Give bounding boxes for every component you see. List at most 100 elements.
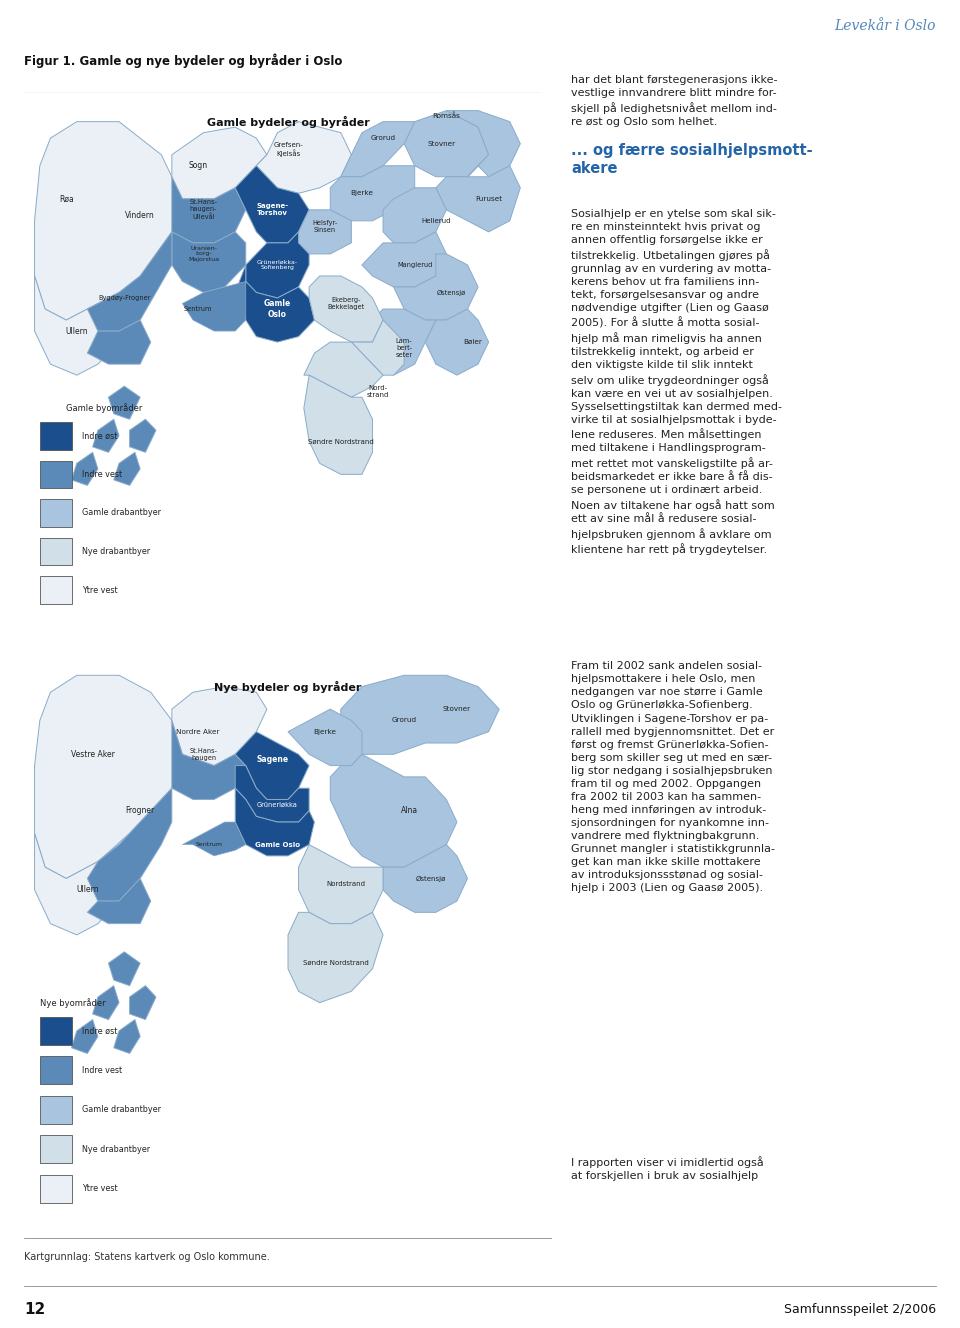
Polygon shape [35, 122, 182, 320]
Text: Kartgrunnlag: Statens kartverk og Oslo kommune.: Kartgrunnlag: Statens kartverk og Oslo k… [24, 1252, 270, 1262]
Text: Nord-
strand: Nord- strand [367, 385, 389, 398]
Text: Figur 1. Gamle og nye bydeler og byråder i Oslo: Figur 1. Gamle og nye bydeler og byråder… [24, 54, 343, 69]
Polygon shape [87, 788, 172, 900]
Text: Nye byområder: Nye byområder [40, 997, 106, 1008]
Text: Bygdøy-Frogner: Bygdøy-Frogner [98, 295, 151, 301]
Polygon shape [172, 177, 246, 243]
Text: Hellerud: Hellerud [421, 218, 450, 224]
Polygon shape [35, 276, 130, 374]
Polygon shape [108, 952, 140, 985]
Text: Vestre Aker: Vestre Aker [71, 750, 114, 758]
Text: Uranien-
borg-
Majorstua: Uranien- borg- Majorstua [188, 246, 219, 262]
Text: Gamle
Oslo: Gamle Oslo [264, 299, 291, 319]
Polygon shape [288, 709, 362, 765]
Text: ... og færre sosialhjelpsmott-
akere: ... og færre sosialhjelpsmott- akere [571, 143, 813, 175]
Polygon shape [436, 166, 520, 232]
Polygon shape [330, 166, 415, 220]
Polygon shape [299, 210, 351, 254]
Polygon shape [341, 675, 499, 754]
Polygon shape [130, 985, 156, 1020]
Text: Gamle byområder: Gamle byområder [66, 404, 143, 413]
Polygon shape [87, 232, 172, 331]
Text: Samfunnsspeilet 2/2006: Samfunnsspeilet 2/2006 [784, 1303, 936, 1316]
Text: Lam-
bert-
seter: Lam- bert- seter [396, 337, 413, 357]
Text: Grünerløkka: Grünerløkka [257, 802, 298, 809]
Text: Frogner: Frogner [126, 806, 155, 815]
Polygon shape [383, 187, 446, 243]
Text: Nordstrand: Nordstrand [326, 880, 366, 887]
Polygon shape [303, 343, 383, 397]
Polygon shape [130, 420, 156, 453]
Text: Levekår i Oslo: Levekår i Oslo [834, 19, 936, 33]
Text: Vindern: Vindern [126, 211, 155, 220]
Text: Gamle Oslo: Gamle Oslo [255, 842, 300, 847]
Text: St.Hans-
haugen-
Ullevål: St.Hans- haugen- Ullevål [189, 199, 218, 220]
Text: Bjerke: Bjerke [314, 729, 336, 734]
Polygon shape [330, 754, 457, 867]
Text: Indre vest: Indre vest [83, 1066, 122, 1074]
Polygon shape [341, 122, 415, 177]
Polygon shape [172, 127, 267, 199]
Text: har det blant førstegenerasjons ikke-
vestlige innvandrere blitt mindre for-
skj: har det blant førstegenerasjons ikke- ve… [571, 74, 778, 126]
Text: Indre vest: Indre vest [83, 470, 122, 479]
Bar [40, 461, 72, 489]
Polygon shape [351, 320, 404, 374]
Text: Romsås: Romsås [432, 113, 461, 120]
Polygon shape [72, 453, 98, 485]
Bar [40, 499, 72, 527]
Bar [40, 1175, 72, 1203]
Text: Indre øst: Indre øst [83, 432, 117, 441]
Bar [40, 576, 72, 604]
Polygon shape [93, 420, 119, 453]
Text: Manglerud: Manglerud [397, 262, 432, 268]
Polygon shape [87, 879, 151, 924]
Text: Ullern: Ullern [76, 886, 99, 894]
Text: Østensjø: Østensjø [437, 290, 467, 296]
Polygon shape [446, 110, 520, 177]
Text: Fram til 2002 sank andelen sosial-
hjelpsmottakere i hele Oslo, men
nedgangen va: Fram til 2002 sank andelen sosial- hjelp… [571, 661, 775, 892]
Text: Gamle bydeler og byråder: Gamle bydeler og byråder [206, 116, 370, 129]
Bar [40, 1056, 72, 1085]
Polygon shape [299, 845, 383, 924]
Text: Stovner: Stovner [443, 706, 471, 712]
Polygon shape [246, 232, 309, 297]
Polygon shape [235, 166, 309, 243]
Polygon shape [362, 309, 436, 374]
Bar [40, 1096, 72, 1123]
Text: Grefsen-
Kjelsås: Grefsen- Kjelsås [274, 142, 302, 157]
Text: Søndre Nordstrand: Søndre Nordstrand [308, 438, 373, 445]
Text: Nordre Aker: Nordre Aker [177, 729, 220, 734]
Polygon shape [235, 765, 309, 822]
Text: Sagene-
Torshov: Sagene- Torshov [256, 203, 288, 216]
Polygon shape [235, 264, 315, 343]
Polygon shape [235, 732, 309, 799]
Text: Østensjø: Østensjø [416, 875, 445, 882]
Polygon shape [303, 374, 372, 474]
Text: Nye drabantbyer: Nye drabantbyer [83, 547, 150, 556]
Polygon shape [72, 1020, 98, 1053]
Polygon shape [383, 845, 468, 912]
Text: Sosialhjelp er en ytelse som skal sik-
re en minsteinntekt hvis privat og
annen : Sosialhjelp er en ytelse som skal sik- r… [571, 210, 782, 555]
Text: Furuset: Furuset [475, 195, 502, 202]
Polygon shape [309, 276, 383, 343]
Text: Ytre vest: Ytre vest [83, 1185, 118, 1194]
Text: Indre øst: Indre øst [83, 1027, 117, 1036]
Text: Grorud: Grorud [371, 135, 396, 141]
Polygon shape [394, 254, 478, 320]
Text: Grünerløkka-
Sofienberg: Grünerløkka- Sofienberg [257, 259, 298, 271]
Text: Alna: Alna [401, 806, 418, 815]
Bar [40, 1017, 72, 1045]
Text: Ullern: Ullern [65, 327, 88, 336]
Text: Bøler: Bøler [464, 339, 482, 345]
Polygon shape [362, 232, 446, 287]
Polygon shape [35, 675, 182, 879]
Polygon shape [93, 985, 119, 1020]
Polygon shape [404, 110, 489, 177]
Polygon shape [182, 282, 246, 331]
Polygon shape [114, 1020, 140, 1053]
Text: Sentrum: Sentrum [195, 842, 223, 847]
Text: Gamle drabantbyer: Gamle drabantbyer [83, 509, 161, 518]
Text: Stovner: Stovner [427, 141, 455, 146]
Text: Ytre vest: Ytre vest [83, 586, 118, 595]
Text: 12: 12 [24, 1301, 45, 1317]
